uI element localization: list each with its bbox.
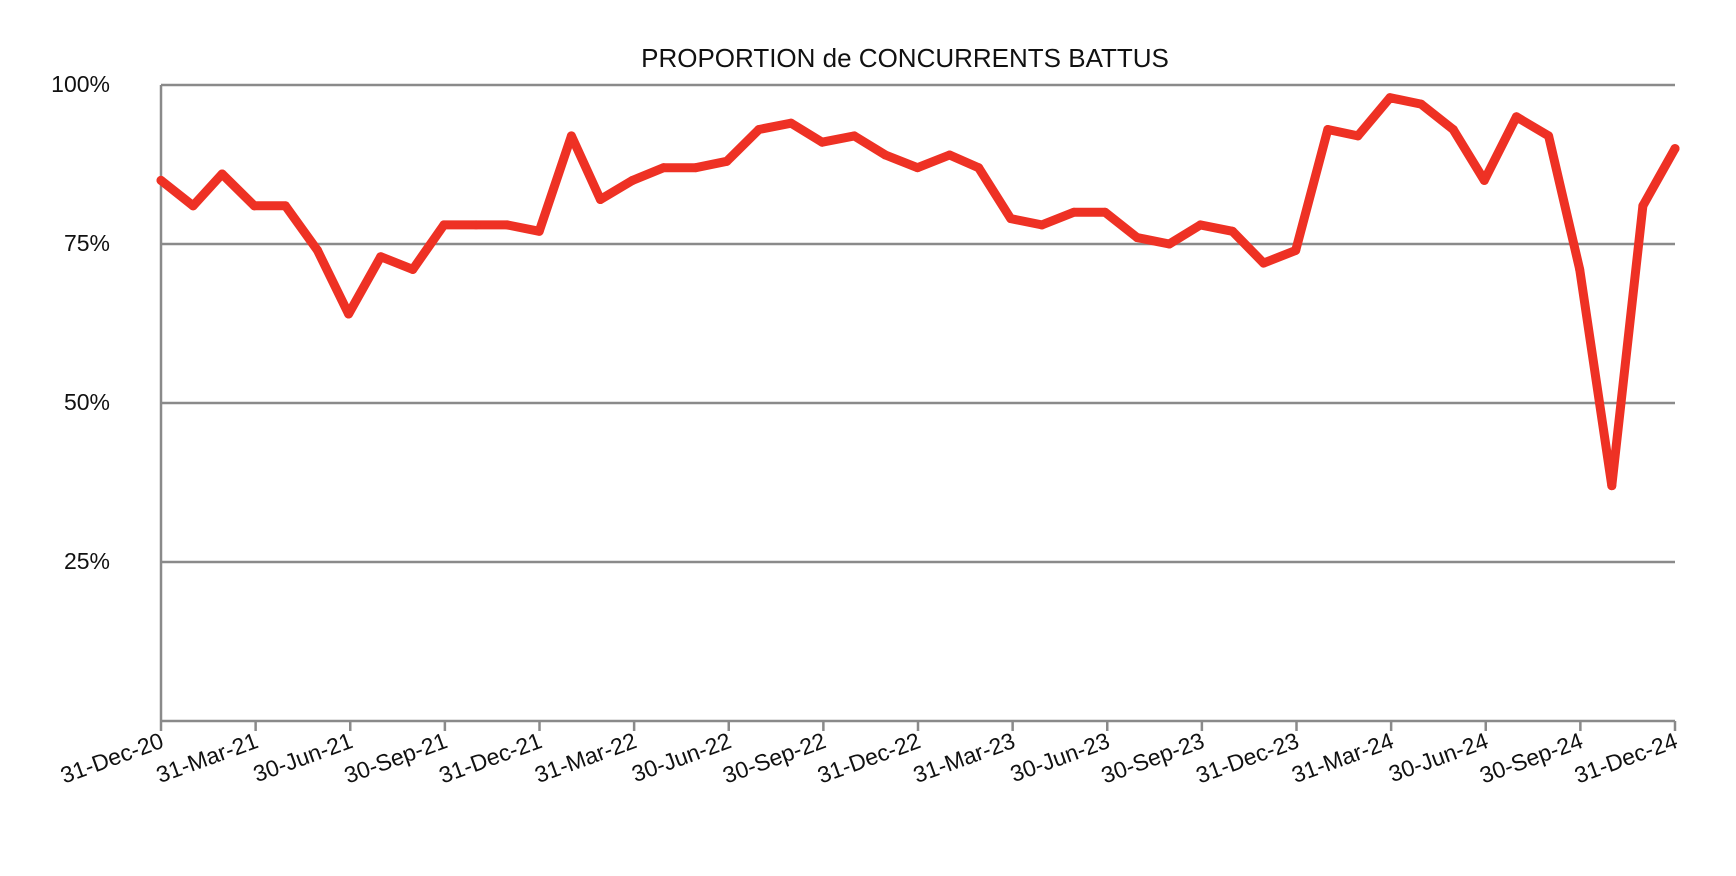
- data-point: [1544, 131, 1554, 141]
- x-tick-label: 31-Mar-22: [531, 727, 640, 788]
- data-point: [880, 150, 890, 160]
- y-tick-label: 50%: [64, 389, 110, 415]
- x-tick-label: 31-Mar-23: [910, 727, 1019, 788]
- x-tick-label: 30-Sep-23: [1098, 727, 1208, 788]
- chart-title: PROPORTION de CONCURRENTS BATTUS: [641, 43, 1169, 73]
- data-point: [408, 264, 418, 274]
- x-tick-label: 30-Jun-21: [250, 727, 356, 787]
- x-tick-labels: 31-Dec-2031-Mar-2130-Jun-2130-Sep-2131-D…: [57, 727, 1681, 788]
- data-point: [156, 175, 166, 185]
- data-point: [217, 169, 227, 179]
- x-tick-label: 31-Mar-21: [153, 727, 262, 788]
- data-point: [817, 137, 827, 147]
- x-tick-label: 31-Dec-23: [1192, 727, 1302, 788]
- y-tick-label: 75%: [64, 230, 110, 256]
- x-tick-label: 31-Dec-20: [57, 727, 167, 788]
- y-tick-label: 100%: [51, 71, 110, 97]
- series-line: [156, 93, 1680, 491]
- x-tick-label: 31-Mar-24: [1288, 727, 1397, 788]
- x-tick-label: 30-Sep-21: [341, 727, 451, 788]
- data-point: [722, 156, 732, 166]
- data-point: [1448, 125, 1458, 135]
- data-point: [945, 150, 955, 160]
- data-point: [188, 201, 198, 211]
- x-tick-label: 30-Jun-24: [1385, 727, 1491, 787]
- series-group: [156, 93, 1680, 491]
- data-point: [1100, 207, 1110, 217]
- data-point: [471, 220, 481, 230]
- data-point: [628, 175, 638, 185]
- data-point: [691, 163, 701, 173]
- data-point: [566, 131, 576, 141]
- data-point: [1575, 264, 1585, 274]
- data-point: [1259, 258, 1269, 268]
- x-tick-label: 30-Sep-24: [1476, 727, 1586, 788]
- data-point: [849, 131, 859, 141]
- data-point: [1638, 201, 1648, 211]
- data-point: [974, 163, 984, 173]
- data-point: [1416, 99, 1426, 109]
- data-point: [376, 252, 386, 262]
- x-tick-label: 30-Sep-22: [719, 727, 829, 788]
- data-point: [1353, 131, 1363, 141]
- data-point: [1164, 239, 1174, 249]
- data-point: [1037, 220, 1047, 230]
- x-tick-label: 31-Dec-22: [814, 727, 924, 788]
- data-point: [1132, 233, 1142, 243]
- data-point: [1479, 175, 1489, 185]
- axes: [159, 85, 1677, 731]
- data-point: [754, 125, 764, 135]
- data-point: [1607, 481, 1617, 491]
- data-point: [595, 194, 605, 204]
- gridlines: [161, 83, 1675, 564]
- data-point: [1069, 207, 1079, 217]
- data-point: [786, 118, 796, 128]
- y-tick-labels: 25% 50% 75% 100%: [51, 71, 110, 574]
- data-point: [659, 163, 669, 173]
- x-tick-label: 30-Jun-23: [1007, 727, 1113, 787]
- y-tick-label: 25%: [64, 548, 110, 574]
- data-point: [1291, 245, 1301, 255]
- data-point: [280, 201, 290, 211]
- data-point: [1670, 144, 1680, 154]
- data-point: [1385, 93, 1395, 103]
- data-point: [1511, 112, 1521, 122]
- data-point: [439, 220, 449, 230]
- data-point: [1323, 125, 1333, 135]
- data-point: [534, 226, 544, 236]
- data-point: [502, 220, 512, 230]
- x-tick-label: 30-Jun-22: [628, 727, 734, 787]
- data-point: [912, 163, 922, 173]
- x-tick-label: 31-Dec-24: [1571, 727, 1681, 788]
- data-point: [344, 309, 354, 319]
- data-point: [312, 245, 322, 255]
- data-point: [1195, 220, 1205, 230]
- data-point: [1228, 226, 1238, 236]
- data-point: [1006, 214, 1016, 224]
- data-point: [249, 201, 259, 211]
- x-tick-label: 31-Dec-21: [435, 727, 545, 788]
